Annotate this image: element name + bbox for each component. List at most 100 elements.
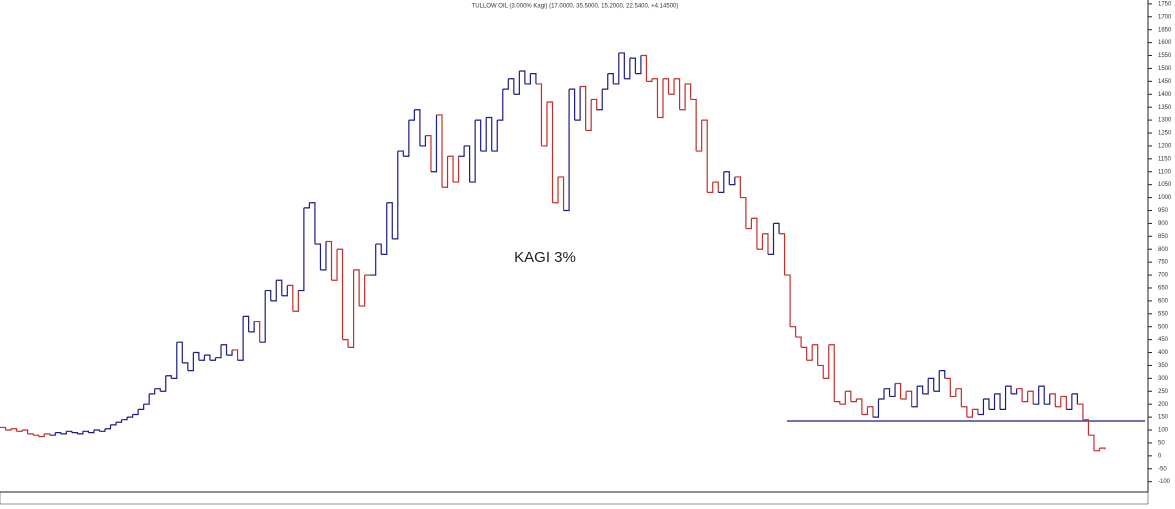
y-tick-label: 400 xyxy=(1158,350,1169,356)
kagi-segment xyxy=(685,83,692,100)
kagi-segment xyxy=(900,391,907,400)
kagi-segment xyxy=(535,83,543,146)
kagi-segment xyxy=(176,341,183,363)
kagi-segment xyxy=(1022,391,1029,403)
y-tick-label: 1050 xyxy=(1158,182,1172,188)
kagi-segment xyxy=(1027,390,1034,405)
kagi-segment xyxy=(38,433,45,438)
y-tick-label: 1650 xyxy=(1158,27,1172,33)
kagi-segment xyxy=(292,290,299,312)
kagi-segment xyxy=(613,52,620,85)
kagi-segment xyxy=(55,431,62,434)
y-tick-label: 650 xyxy=(1158,286,1169,292)
y-tick-label: 1300 xyxy=(1158,118,1172,124)
kagi-segment xyxy=(287,284,294,312)
kagi-segment xyxy=(911,386,918,408)
kagi-segment xyxy=(845,390,852,402)
kagi-segment xyxy=(663,78,670,95)
kagi-segment xyxy=(856,398,863,415)
kagi-segment xyxy=(729,176,736,186)
kagi-segment xyxy=(591,98,598,110)
kagi-segment xyxy=(171,342,178,379)
kagi-segment xyxy=(646,78,653,82)
kagi-segment xyxy=(988,393,996,410)
kagi-segment xyxy=(458,145,465,157)
kagi-segment xyxy=(138,404,145,410)
kagi-segment xyxy=(77,431,84,435)
kagi-segment xyxy=(453,156,460,183)
kagi-segment xyxy=(679,83,686,111)
kagi-segment xyxy=(425,134,432,172)
kagi-segment xyxy=(624,58,631,80)
kagi-segment xyxy=(49,432,56,436)
x-axis-band xyxy=(0,491,1149,505)
kagi-segment xyxy=(972,408,979,415)
kagi-segment xyxy=(1066,393,1073,410)
kagi-segment xyxy=(215,344,222,359)
kagi-segment xyxy=(187,352,194,372)
y-tick-label: 300 xyxy=(1158,376,1169,382)
kagi-segment xyxy=(795,336,802,348)
kagi-segment xyxy=(723,171,730,185)
kagi-segment xyxy=(585,99,592,132)
y-tick-label: 900 xyxy=(1158,221,1169,227)
kagi-segment xyxy=(497,89,504,121)
kagi-segment xyxy=(149,388,156,395)
kagi-segment xyxy=(767,223,775,255)
kagi-segment xyxy=(243,315,250,332)
kagi-segment xyxy=(955,388,962,407)
y-tick-label: 800 xyxy=(1158,247,1169,253)
kagi-segment xyxy=(712,181,719,193)
kagi-segment xyxy=(850,399,857,403)
y-tick-label: 1100 xyxy=(1158,169,1172,175)
kagi-segment xyxy=(221,344,228,356)
kagi-segment xyxy=(1049,393,1056,407)
kagi-segment xyxy=(502,78,509,90)
kagi-segment xyxy=(11,428,18,432)
kagi-segment xyxy=(408,109,415,121)
y-tick-label: 1350 xyxy=(1158,105,1172,111)
kagi-segment xyxy=(944,377,951,397)
kagi-segment xyxy=(209,357,217,361)
kagi-segment xyxy=(325,240,333,281)
kagi-segment xyxy=(779,233,786,276)
kagi-segment xyxy=(298,207,305,292)
y-tick-label: 500 xyxy=(1158,324,1169,330)
y-tick-label: 1200 xyxy=(1158,143,1172,149)
y-tick-label: 550 xyxy=(1158,311,1169,317)
kagi-segment xyxy=(248,321,255,333)
kagi-segment xyxy=(309,202,316,245)
kagi-segment xyxy=(359,275,366,307)
kagi-segment xyxy=(353,269,360,307)
kagi-segment xyxy=(397,150,404,157)
kagi-segment xyxy=(762,233,769,255)
kagi-segment xyxy=(690,98,697,152)
kagi-segment xyxy=(331,249,338,281)
kagi-segment xyxy=(812,344,819,366)
kagi-segment xyxy=(93,429,101,432)
kagi-segment xyxy=(569,88,576,121)
kagi-segment xyxy=(232,349,239,361)
kagi-segment xyxy=(928,377,935,392)
y-tick-label: -50 xyxy=(1158,466,1167,472)
kagi-segment xyxy=(983,398,990,410)
kagi-segment xyxy=(1044,393,1051,405)
kagi-segment xyxy=(906,390,913,407)
kagi-segment xyxy=(872,399,880,418)
kagi-segment xyxy=(110,422,117,426)
kagi-segment xyxy=(486,116,493,152)
y-tick-label: 1150 xyxy=(1158,156,1172,162)
kagi-segment xyxy=(1005,385,1012,394)
kagi-segment xyxy=(16,430,23,432)
kagi-segment xyxy=(22,429,29,434)
kagi-segment xyxy=(66,430,73,433)
kagi-segment xyxy=(602,73,609,90)
y-tick-label: 1450 xyxy=(1158,79,1172,85)
kagi-segment xyxy=(1077,403,1084,420)
kagi-segment xyxy=(558,176,565,211)
kagi-segment xyxy=(629,57,636,74)
kagi-segment xyxy=(563,89,570,212)
kagi-segment xyxy=(519,70,526,84)
kagi-segment xyxy=(1055,396,1062,408)
